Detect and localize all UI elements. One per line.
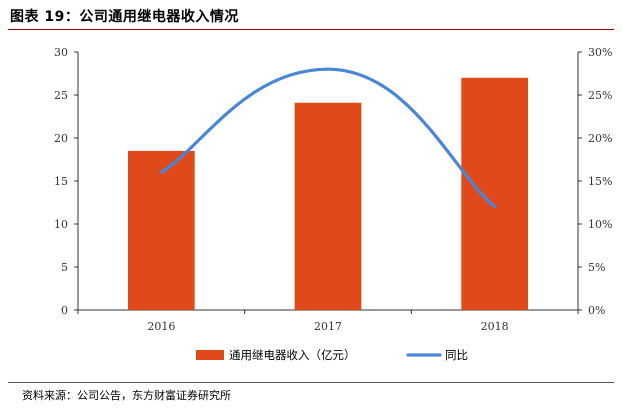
right-tick-label: 25% (588, 89, 612, 102)
bar-2017 (294, 102, 362, 311)
left-tick-label: 10 (54, 218, 68, 231)
left-tick-label: 25 (54, 89, 68, 102)
right-tick-label: 20% (588, 132, 612, 145)
right-tick-label: 10% (588, 218, 612, 231)
x-tick-label: 2018 (481, 320, 509, 333)
right-tick-label: 0% (588, 304, 605, 317)
right-tick-label: 5% (588, 261, 605, 274)
axis-ticks: 0 5 10 15 20 25 30 0% 5% 10% 15% 20% 25% 30% 2016 2017 2… (54, 46, 612, 333)
left-tick-label: 15 (54, 175, 68, 188)
bar-2016 (128, 150, 195, 310)
figure-title: 图表 19：公司通用继电器收入情况 (10, 9, 239, 25)
chart-legend: 通用继电器收入（亿元） 同比 (196, 348, 468, 362)
bar-2018 (461, 77, 528, 310)
legend-label-bar: 通用继电器收入（亿元） (229, 348, 356, 362)
source-note: 资料来源：公司公告，东方财富证券研究所 (22, 389, 231, 402)
x-tick-label: 2017 (314, 320, 342, 333)
bar-series (128, 77, 528, 311)
left-tick-label: 30 (54, 46, 68, 59)
line-yoy (159, 67, 497, 209)
left-tick-label: 20 (54, 132, 68, 145)
x-tick-label: 2016 (147, 320, 175, 333)
legend-label-line: 同比 (445, 348, 468, 362)
line-series (159, 67, 497, 209)
right-tick-label: 30% (588, 46, 612, 59)
footer-divider (8, 382, 614, 383)
left-tick-label: 0 (61, 304, 68, 317)
right-tick-label: 15% (588, 175, 612, 188)
title-divider (8, 29, 614, 30)
legend-swatch-bar (196, 350, 224, 360)
left-tick-label: 5 (61, 261, 68, 274)
